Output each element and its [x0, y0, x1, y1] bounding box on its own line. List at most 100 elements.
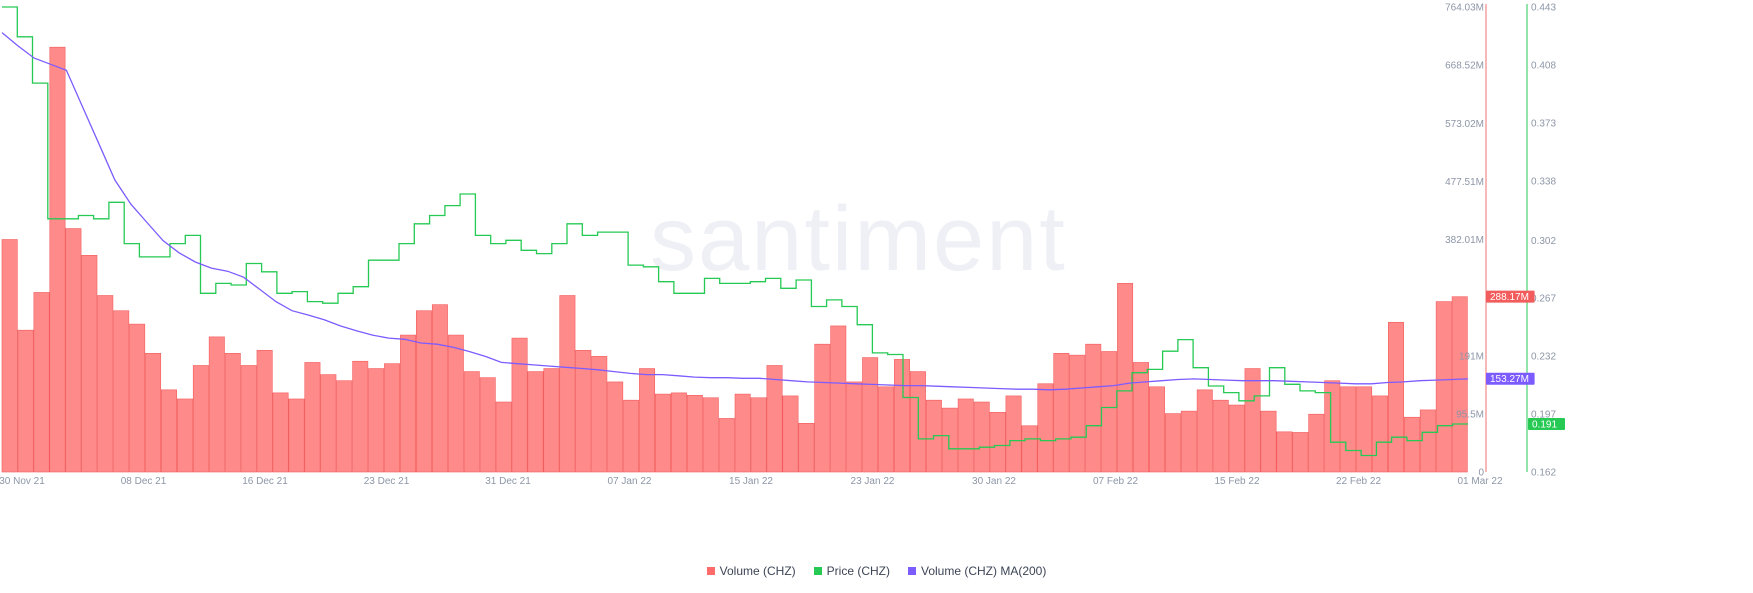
volume-tick-label: 95.5M [1456, 409, 1484, 420]
volume-bar [161, 389, 177, 473]
volume-bar [1149, 386, 1165, 473]
legend-item-ma[interactable]: Volume (CHZ) MA(200) [907, 564, 1047, 578]
volume-bar [1037, 383, 1054, 473]
volume-bar [208, 336, 225, 473]
volume-bar [1117, 283, 1134, 473]
volume-bar [639, 368, 656, 473]
volume-bar [782, 395, 799, 473]
volume-bar [1101, 351, 1118, 473]
volume-bar [527, 371, 544, 473]
volume-bar [1212, 399, 1229, 473]
legend-label-volume: Volume (CHZ) [719, 564, 796, 578]
volume-bar [1244, 368, 1261, 473]
volume-bar [368, 368, 385, 473]
x-tick-label: 01 Mar 22 [1457, 476, 1502, 487]
volume-bar [734, 393, 751, 473]
volume-bar [511, 337, 528, 473]
volume-bar [224, 353, 241, 473]
volume-bar [830, 325, 847, 473]
volume-bar [862, 357, 879, 473]
volume-bar [1451, 296, 1468, 473]
volume-bar [17, 329, 34, 473]
volume-bar [288, 398, 305, 473]
volume-tick-label: 382.01M [1445, 235, 1484, 246]
price-last-badge: 0.191 [1528, 418, 1565, 431]
volume-bar [1180, 410, 1197, 473]
price-tick-label: 0.408 [1531, 60, 1556, 71]
volume-bar [1356, 386, 1373, 473]
volume-bar [1308, 413, 1325, 473]
volume-bar [766, 365, 783, 473]
x-tick-label: 08 Dec 21 [121, 476, 167, 487]
volume-bar [846, 381, 863, 473]
x-tick-label: 23 Dec 21 [364, 476, 410, 487]
x-tick-label: 07 Feb 22 [1093, 476, 1138, 487]
price-tick-label: 0.162 [1531, 468, 1556, 479]
legend-label-price: Price (CHZ) [826, 564, 890, 578]
volume-tick-label: 764.03M [1445, 3, 1484, 14]
ma-last-badge-bg [1486, 372, 1535, 385]
volume-bar [415, 310, 432, 473]
volume-bar [1388, 321, 1404, 473]
volume-bar [718, 418, 735, 473]
volume-last-badge: 288.17M [1486, 290, 1535, 303]
volume-bar [814, 343, 831, 473]
volume-bar [1164, 413, 1181, 473]
ma-last-badge-text: 153.27M [1490, 374, 1529, 385]
volume-bar [463, 371, 480, 473]
volume-bar [176, 398, 193, 473]
price-tick-label: 0.232 [1531, 352, 1556, 363]
volume-bar [989, 412, 1006, 473]
volume-bar [240, 365, 257, 473]
ma-last-badge: 153.27M [1486, 372, 1535, 385]
series-lines [1, 6, 1469, 457]
volume-bar [1403, 416, 1420, 473]
volume-tick-label: 0 [1478, 468, 1484, 479]
volume-bar [798, 423, 815, 473]
volume-bar [941, 407, 958, 473]
volume-bar [1021, 425, 1038, 473]
legend-item-volume[interactable]: Volume (CHZ) [706, 564, 796, 578]
price-tick-label: 0.338 [1531, 176, 1556, 187]
axes: 764.03M 668.52M 573.02M 477.51M 382.01M 191M 9… [0, 3, 1565, 487]
volume-bar [591, 356, 608, 473]
x-tick-label: 07 Jan 22 [608, 476, 652, 487]
volume-last-badge-text: 288.17M [1490, 292, 1529, 303]
volume-bar [256, 349, 273, 473]
volume-bar [272, 392, 289, 473]
volume-bar [336, 380, 353, 473]
price-tick-label: 0.443 [1531, 3, 1556, 14]
volume-bar [543, 368, 560, 473]
volume-last-badge-bg [1486, 290, 1535, 303]
ma-line [1, 32, 1469, 391]
volume-bar [1324, 380, 1341, 473]
volume-bar [65, 228, 82, 473]
volume-bar [129, 323, 146, 473]
volume-bar [352, 360, 369, 473]
legend: Volume (CHZ) Price (CHZ) Volume (CHZ) MA… [0, 564, 1753, 578]
volume-bar [1, 239, 18, 473]
legend-label-ma: Volume (CHZ) MA(200) [920, 564, 1047, 578]
volume-bar [670, 392, 687, 473]
volume-bar [655, 393, 671, 473]
volume-bar [878, 386, 895, 473]
volume-bar [1069, 354, 1086, 473]
volume-bar [702, 397, 719, 473]
volume-bar [304, 362, 321, 473]
volume-bar [81, 255, 98, 473]
volume-bar [686, 395, 703, 473]
price-last-badge-bg [1528, 418, 1565, 430]
volume-bar [192, 365, 209, 473]
price-tick-label: 0.373 [1531, 118, 1556, 129]
x-tick-label: 30 Jan 22 [972, 476, 1016, 487]
volume-bar [320, 374, 337, 473]
watermark: santiment [650, 188, 1067, 290]
volume-bar [894, 359, 910, 473]
volume-bars [1, 46, 1468, 473]
volume-bar [447, 334, 464, 473]
legend-item-price[interactable]: Price (CHZ) [813, 564, 890, 578]
volume-bar [1292, 432, 1309, 473]
volume-bar [1260, 410, 1277, 473]
volume-bar [607, 381, 624, 473]
volume-bar [1435, 301, 1452, 473]
